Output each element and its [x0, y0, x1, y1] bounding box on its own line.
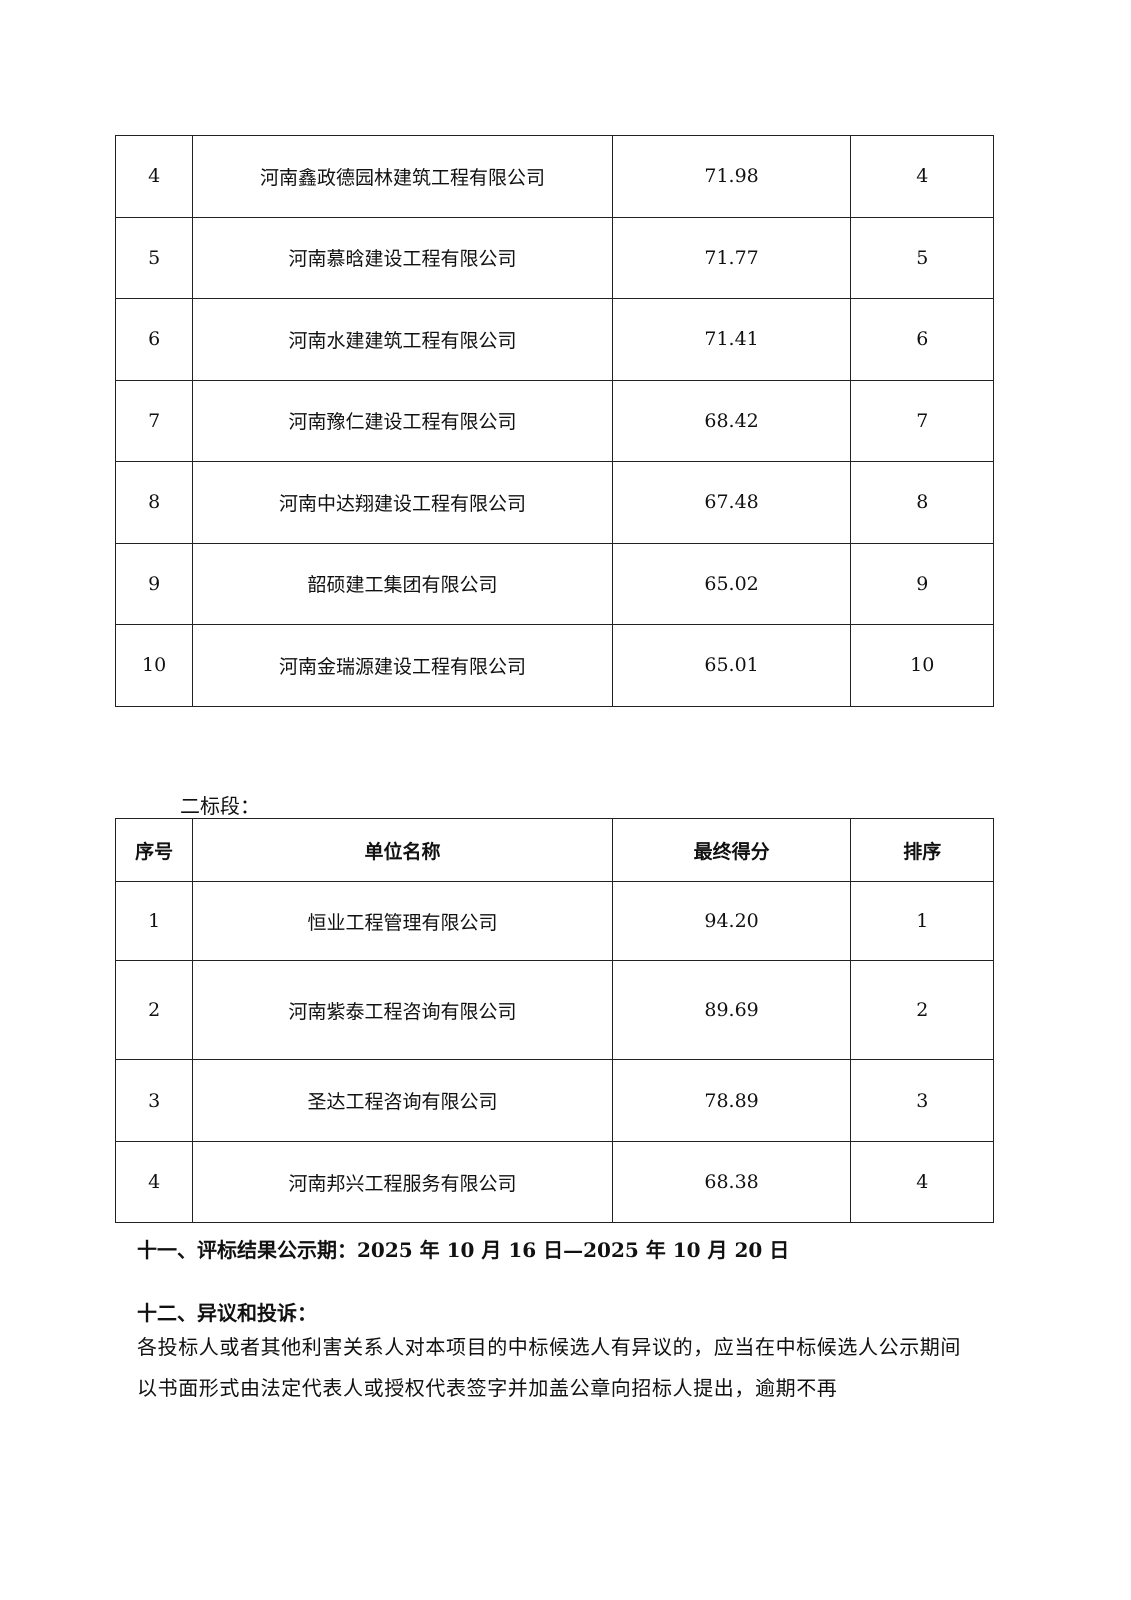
cell-no: 4: [114, 1141, 194, 1223]
cell-no: 10: [114, 624, 194, 707]
table-row: 5 河南慕晗建设工程有限公司 71.77 5: [114, 216, 994, 299]
cell-no: 4: [114, 135, 194, 218]
cell-rank: 3: [850, 1059, 994, 1142]
cell-score: 67.48: [611, 461, 852, 544]
table-row: 6 河南水建建筑工程有限公司 71.41 6: [114, 298, 994, 381]
cell-score: 65.01: [611, 624, 852, 707]
cell-score: 65.02: [611, 542, 852, 625]
cell-name: 河南鑫政德园林建筑工程有限公司: [192, 135, 613, 218]
cell-rank: 10: [850, 624, 994, 707]
cell-name: 河南金瑞源建设工程有限公司: [192, 624, 613, 707]
results-table-lot2: 序号 单位名称 最终得分 排序 1 恒业工程管理有限公司 94.20 1 2 河南紫泰工程…: [114, 818, 994, 1223]
results-table-lot1: 4 河南鑫政德园林建筑工程有限公司 71.98 4 5 河南慕晗建设工程有限公司 71.77…: [114, 135, 994, 707]
heading-publicity-period: 十一、评标结果公示期：2025 年 10 月 16 日—2025 年 10 月 …: [137, 1238, 790, 1262]
header-score: 最终得分: [611, 818, 852, 882]
table-row: 2 河南紫泰工程咨询有限公司 89.69 2: [114, 960, 994, 1060]
cell-no: 1: [114, 881, 194, 961]
header-no: 序号: [114, 818, 194, 882]
table-row: 8 河南中达翔建设工程有限公司 67.48 8: [114, 461, 994, 544]
cell-no: 5: [114, 216, 194, 299]
cell-name: 河南紫泰工程咨询有限公司: [192, 960, 613, 1060]
cell-no: 2: [114, 960, 194, 1060]
cell-rank: 1: [850, 881, 994, 961]
table-row: 3 圣达工程咨询有限公司 78.89 3: [114, 1059, 994, 1142]
cell-rank: 4: [850, 135, 994, 218]
cell-no: 6: [114, 298, 194, 381]
cell-rank: 6: [850, 298, 994, 381]
cell-name: 恒业工程管理有限公司: [192, 881, 613, 961]
cell-rank: 5: [850, 216, 994, 299]
cell-name: 河南邦兴工程服务有限公司: [192, 1141, 613, 1223]
cell-score: 71.41: [611, 298, 852, 381]
cell-name: 圣达工程咨询有限公司: [192, 1059, 613, 1142]
cell-name: 韶硕建工集团有限公司: [192, 542, 613, 625]
table-row: 4 河南邦兴工程服务有限公司 68.38 4: [114, 1141, 994, 1223]
cell-no: 8: [114, 461, 194, 544]
cell-name: 河南水建建筑工程有限公司: [192, 298, 613, 381]
cell-rank: 2: [850, 960, 994, 1060]
header-name: 单位名称: [192, 818, 613, 882]
cell-name: 河南豫仁建设工程有限公司: [192, 379, 613, 462]
cell-score: 71.98: [611, 135, 852, 218]
objection-paragraph: 各投标人或者其他利害关系人对本项目的中标候选人有异议的，应当在中标候选人公示期间…: [137, 1335, 961, 1400]
cell-score: 68.42: [611, 379, 852, 462]
table-row: 7 河南豫仁建设工程有限公司 68.42 7: [114, 379, 994, 462]
cell-score: 89.69: [611, 960, 852, 1060]
table-row: 9 韶硕建工集团有限公司 65.02 9: [114, 542, 994, 625]
table-header-row: 序号 单位名称 最终得分 排序: [114, 818, 994, 882]
header-rank: 排序: [850, 818, 994, 882]
cell-name: 河南慕晗建设工程有限公司: [192, 216, 613, 299]
table-row: 10 河南金瑞源建设工程有限公司 65.01 10: [114, 624, 994, 707]
cell-score: 71.77: [611, 216, 852, 299]
cell-rank: 8: [850, 461, 994, 544]
cell-no: 9: [114, 542, 194, 625]
table-row: 4 河南鑫政德园林建筑工程有限公司 71.98 4: [114, 135, 994, 218]
section-label-lot2: 二标段：: [180, 794, 260, 818]
cell-rank: 9: [850, 542, 994, 625]
cell-name: 河南中达翔建设工程有限公司: [192, 461, 613, 544]
cell-rank: 7: [850, 379, 994, 462]
cell-score: 68.38: [611, 1141, 852, 1223]
cell-score: 78.89: [611, 1059, 852, 1142]
cell-no: 7: [114, 379, 194, 462]
heading-objection: 十二、异议和投诉：: [137, 1301, 317, 1325]
cell-no: 3: [114, 1059, 194, 1142]
cell-score: 94.20: [611, 881, 852, 961]
table-row: 1 恒业工程管理有限公司 94.20 1: [114, 881, 994, 961]
cell-rank: 4: [850, 1141, 994, 1223]
